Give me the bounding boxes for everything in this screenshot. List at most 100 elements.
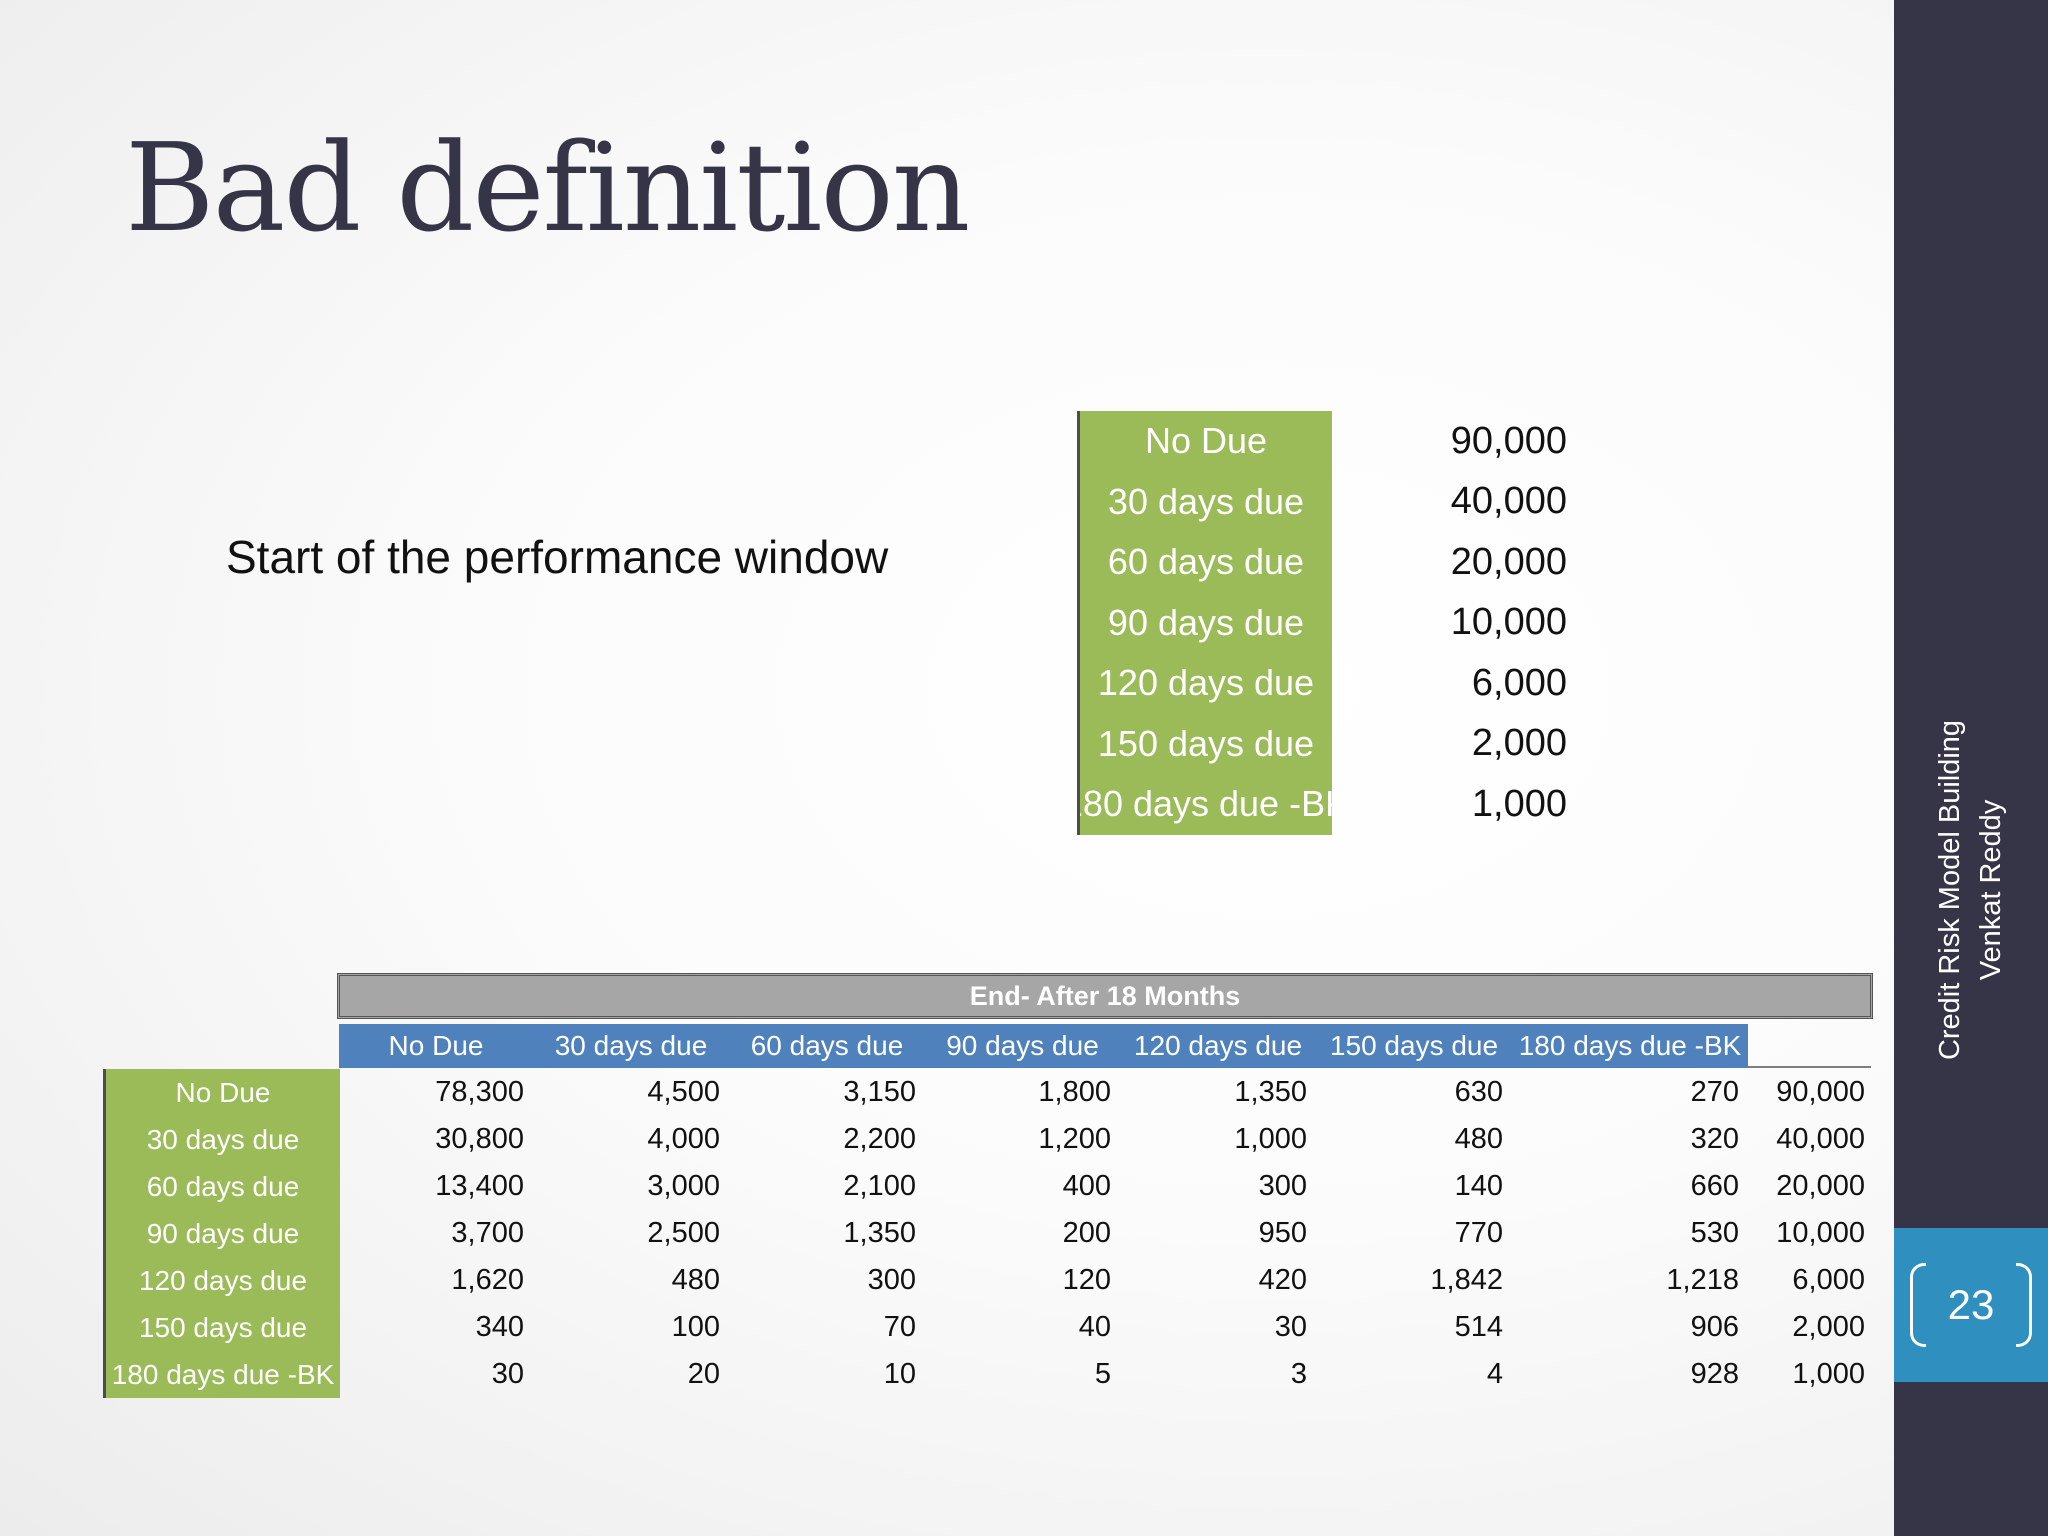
start-row-value: 40,000 [1450, 480, 1567, 523]
matrix-cell: 400 [1062, 1170, 1111, 1202]
start-distribution-table: No Due 90,000 30 days due 40,000 60 days d… [1077, 411, 1567, 835]
matrix-cell: 3,000 [647, 1170, 720, 1202]
matrix-cell: 2,100 [843, 1170, 916, 1202]
matrix-row-label: No Due [106, 1069, 340, 1116]
matrix-cell: 5 [1094, 1358, 1111, 1390]
matrix-cell: 320 [1690, 1123, 1739, 1155]
matrix-cell: 140 [1454, 1170, 1503, 1202]
matrix-cell: 300 [867, 1264, 916, 1296]
start-row: 90 days due 10,000 [1080, 592, 1567, 653]
matrix-row-label: 150 days due [106, 1304, 340, 1351]
matrix-row-total: 90,000 [1776, 1076, 1865, 1108]
matrix-cell: 30 [1274, 1311, 1307, 1343]
performance-window-label: Start of the performance window [226, 531, 889, 583]
column-header: 60 days due [729, 1024, 925, 1068]
column-header: 90 days due [925, 1024, 1120, 1068]
matrix-row: No Due 78,300 4,500 3,150 1,800 1,350 630 270 90… [106, 1069, 1877, 1116]
matrix-cell: 1,350 [843, 1217, 916, 1249]
right-bracket-icon [2016, 1263, 2032, 1347]
start-row: 150 days due 2,000 [1080, 713, 1567, 774]
matrix-cell: 300 [1258, 1170, 1307, 1202]
matrix-cell: 78,300 [435, 1076, 524, 1108]
matrix-cell: 530 [1690, 1217, 1739, 1249]
matrix-row: 30 days due 30,800 4,000 2,200 1,200 1,000 480… [106, 1116, 1877, 1163]
matrix-cell: 770 [1454, 1217, 1503, 1249]
matrix-row-total: 10,000 [1776, 1217, 1865, 1249]
matrix-cell: 420 [1258, 1264, 1307, 1296]
start-row-value: 6,000 [1471, 661, 1567, 704]
matrix-cell: 1,200 [1038, 1123, 1111, 1155]
start-row-label: 180 days due -BK [1080, 774, 1332, 835]
start-row-value: 2,000 [1471, 722, 1567, 765]
start-row-label: 60 days due [1080, 532, 1332, 593]
start-row: 180 days due -BK 1,000 [1080, 774, 1567, 835]
matrix-cell: 4,500 [647, 1076, 720, 1108]
matrix-row-label: 60 days due [106, 1163, 340, 1210]
matrix-cell: 1,800 [1038, 1076, 1111, 1108]
matrix-cell: 120 [1062, 1264, 1111, 1296]
matrix-row: 120 days due 1,620 480 300 120 420 1,842 1,218 6… [106, 1257, 1877, 1304]
matrix-row: 90 days due 3,700 2,500 1,350 200 950 770 530 10… [106, 1210, 1877, 1257]
matrix-cell: 928 [1690, 1358, 1739, 1390]
matrix-cell: 514 [1454, 1311, 1503, 1343]
matrix-cell: 13,400 [435, 1170, 524, 1202]
end-table-header: End- After 18 Months [337, 973, 1873, 1019]
matrix-cell: 30,800 [435, 1123, 524, 1155]
matrix-cell: 4 [1486, 1358, 1503, 1390]
matrix-cell: 906 [1690, 1311, 1739, 1343]
matrix-cell: 270 [1690, 1076, 1739, 1108]
start-row: 30 days due 40,000 [1080, 471, 1567, 532]
matrix-cell: 4,000 [647, 1123, 720, 1155]
matrix-cell: 1,842 [1430, 1264, 1503, 1296]
matrix-row: 180 days due -BK 30 20 10 5 3 4 928 1,000 [106, 1351, 1877, 1398]
matrix-row: 60 days due 13,400 3,000 2,100 400 300 140 660 2… [106, 1163, 1877, 1210]
start-row-label: No Due [1080, 411, 1332, 472]
matrix-row-label: 90 days due [106, 1210, 340, 1257]
column-header-row: No Due 30 days due 60 days due 90 days d… [339, 1024, 1871, 1068]
start-row-value: 90,000 [1450, 419, 1567, 462]
matrix-row-total: 20,000 [1776, 1170, 1865, 1202]
transition-matrix: No Due 78,300 4,500 3,150 1,800 1,350 630 270 90… [103, 1069, 1877, 1398]
start-row-label: 120 days due [1080, 653, 1332, 714]
column-header: 150 days due [1316, 1024, 1512, 1068]
matrix-cell: 480 [671, 1264, 720, 1296]
start-row-label: 90 days due [1080, 592, 1332, 653]
matrix-cell: 2,200 [843, 1123, 916, 1155]
sidebar-author: Venkat Reddy [1975, 799, 2007, 981]
column-header: 30 days due [533, 1024, 729, 1068]
matrix-row-label: 120 days due [106, 1257, 340, 1304]
page-number: 23 [1947, 1281, 1995, 1328]
matrix-cell: 3,150 [843, 1076, 916, 1108]
start-row-value: 1,000 [1471, 782, 1567, 825]
start-row-label: 150 days due [1080, 713, 1332, 774]
column-header: No Due [339, 1024, 533, 1068]
slide-title: Bad definition [125, 117, 970, 259]
page-number-box: 23 [1894, 1228, 2048, 1382]
matrix-cell: 480 [1454, 1123, 1503, 1155]
matrix-row-total: 6,000 [1792, 1264, 1865, 1296]
matrix-cell: 660 [1690, 1170, 1739, 1202]
start-row: No Due 90,000 [1080, 411, 1567, 472]
matrix-row-label: 30 days due [106, 1116, 340, 1163]
column-header: 180 days due -BK [1512, 1024, 1748, 1068]
matrix-cell: 10 [883, 1358, 916, 1390]
matrix-cell: 200 [1062, 1217, 1111, 1249]
matrix-cell: 1,000 [1234, 1123, 1307, 1155]
matrix-cell: 20 [687, 1358, 720, 1390]
matrix-cell: 1,350 [1234, 1076, 1307, 1108]
column-header: 120 days due [1120, 1024, 1316, 1068]
matrix-row-total: 2,000 [1792, 1311, 1865, 1343]
matrix-cell: 950 [1258, 1217, 1307, 1249]
start-row-value: 10,000 [1450, 601, 1567, 644]
matrix-row: 150 days due 340 100 70 40 30 514 906 2,000 [106, 1304, 1877, 1351]
matrix-row-label: 180 days due -BK [106, 1351, 340, 1398]
matrix-cell: 1,218 [1666, 1264, 1739, 1296]
start-row: 60 days due 20,000 [1080, 532, 1567, 593]
matrix-cell: 1,620 [451, 1264, 524, 1296]
sidebar-caption: Credit Risk Model Building Venkat Reddy [1930, 720, 2012, 1060]
total-column-spacer [1748, 1024, 1871, 1068]
matrix-cell: 40 [1078, 1311, 1111, 1343]
start-row-value: 20,000 [1450, 540, 1567, 583]
start-row-label: 30 days due [1080, 471, 1332, 532]
matrix-row-total: 1,000 [1792, 1358, 1865, 1390]
